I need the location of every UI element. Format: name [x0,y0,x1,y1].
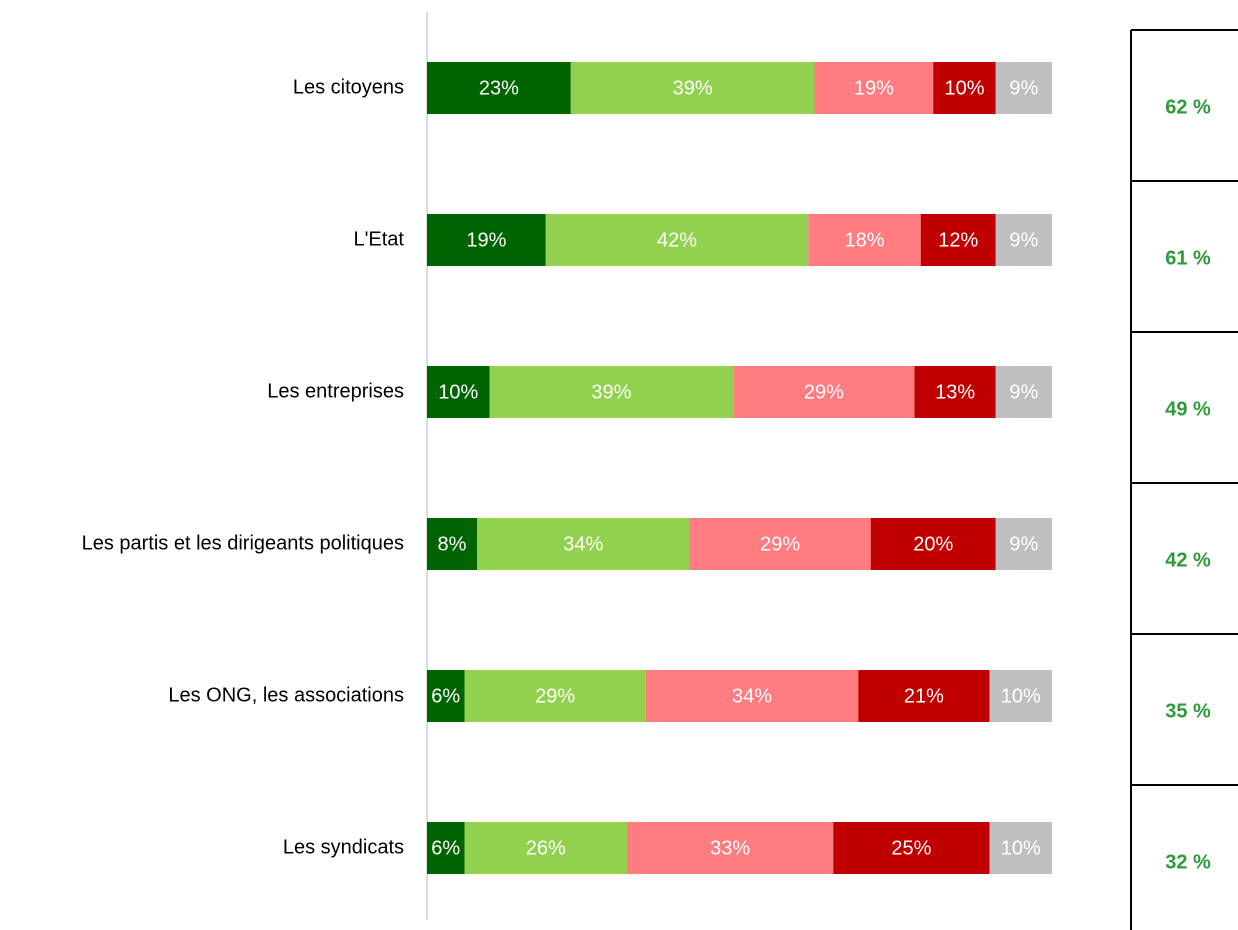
bar-segment [733,366,915,418]
bar-segment [427,822,465,874]
data-label: 34% [563,533,603,555]
category-label: Les entreprises [267,380,404,402]
bar-segment [570,62,815,114]
bar-segment [689,518,871,570]
bar-segment [427,670,465,722]
bar-segment [477,518,690,570]
data-label: 29% [760,533,800,555]
data-label: 6% [431,837,460,859]
data-label: 9% [1009,77,1038,99]
bar-segment [427,366,490,418]
bar-segment [489,366,734,418]
data-label: 23% [479,77,519,99]
data-label: 9% [1009,229,1038,251]
data-label: 26% [526,837,566,859]
side-value: 62 % [1165,96,1211,118]
data-label: 39% [591,381,631,403]
side-value: 35 % [1165,700,1211,722]
data-label: 19% [854,77,894,99]
data-label: 10% [1001,685,1041,707]
bar-segment [995,214,1052,266]
data-label: 39% [673,77,713,99]
data-label: 10% [944,77,984,99]
bar-segment [870,518,996,570]
bar-segment [989,822,1052,874]
data-label: 20% [913,533,953,555]
category-label: Les syndicats [283,836,404,858]
bar-segment [995,366,1052,418]
data-label: 33% [710,837,750,859]
bar-segment [645,670,859,722]
data-label: 42% [657,229,697,251]
data-label: 25% [891,837,931,859]
side-value: 61 % [1165,247,1211,269]
bar-segment [814,62,934,114]
data-label: 6% [431,685,460,707]
bar-segment [545,214,809,266]
bar-segment [627,822,834,874]
data-label: 10% [1001,837,1041,859]
data-label: 8% [438,533,467,555]
side-value: 32 % [1165,851,1211,873]
bar-segment [995,62,1052,114]
bar-segment [427,62,571,114]
bar-segment [427,518,477,570]
data-label: 19% [466,229,506,251]
bar-segment [464,822,627,874]
bar-segment [995,518,1052,570]
data-label: 34% [732,685,772,707]
bar-segment [914,366,996,418]
bar-segment [808,214,921,266]
side-value: 49 % [1165,398,1211,420]
bar-segment [989,670,1052,722]
category-label: L'Etat [353,228,404,250]
side-value: 42 % [1165,549,1211,571]
category-label: Les citoyens [293,76,404,98]
bar-segment [920,214,996,266]
data-label: 21% [904,685,944,707]
data-label: 29% [535,685,575,707]
bar-segment [858,670,990,722]
bar-segment [464,670,646,722]
data-label: 12% [938,229,978,251]
data-label: 9% [1009,533,1038,555]
data-label: 13% [935,381,975,403]
data-label: 9% [1009,381,1038,403]
category-label: Les ONG, les associations [168,684,404,706]
bar-segment [427,214,546,266]
bar-segment [833,822,990,874]
category-label: Les partis et les dirigeants politiques [82,532,404,554]
data-label: 18% [844,229,884,251]
bar-segment [933,62,996,114]
data-label: 29% [804,381,844,403]
data-label: 10% [438,381,478,403]
